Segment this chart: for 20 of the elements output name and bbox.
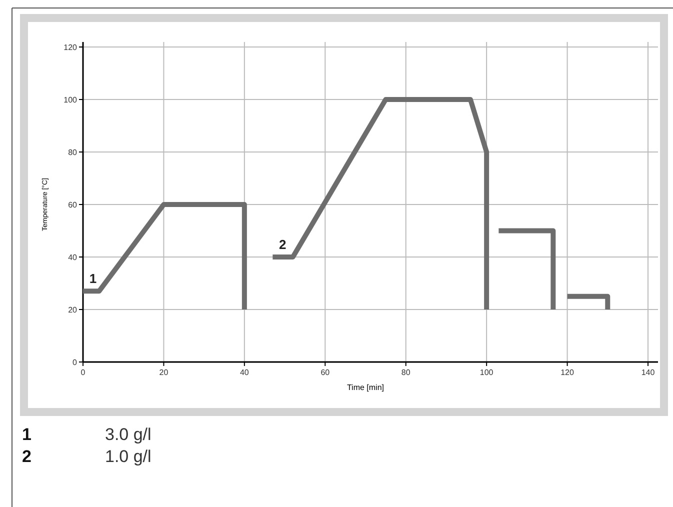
y-tick-label: 100 — [64, 96, 78, 104]
x-axis-title: Time [min] — [346, 383, 384, 392]
y-tick-label: 60 — [68, 200, 78, 210]
x-tick-label: 100 — [480, 368, 494, 377]
y-tick-label: 40 — [68, 253, 78, 262]
annotation: 2 — [279, 237, 286, 252]
x-tick-label: 80 — [401, 368, 411, 377]
y-tick-label: 20 — [68, 306, 78, 314]
annotation: 1 — [89, 271, 97, 286]
y-tick-label: 120 — [64, 43, 78, 52]
x-tick-label: 0 — [80, 368, 86, 377]
x-tick-label: 20 — [159, 368, 169, 377]
y-tick-label: 0 — [72, 358, 78, 367]
y-tick-label: 80 — [68, 148, 78, 157]
x-tick-label: 60 — [320, 368, 330, 377]
x-tick-label: 120 — [560, 368, 575, 377]
x-tick-label: 140 — [641, 368, 656, 377]
text: 1 3.0 g/l — [22, 425, 152, 444]
text: 2 1.0 g/l — [22, 447, 152, 466]
x-tick-label: 40 — [240, 368, 250, 377]
